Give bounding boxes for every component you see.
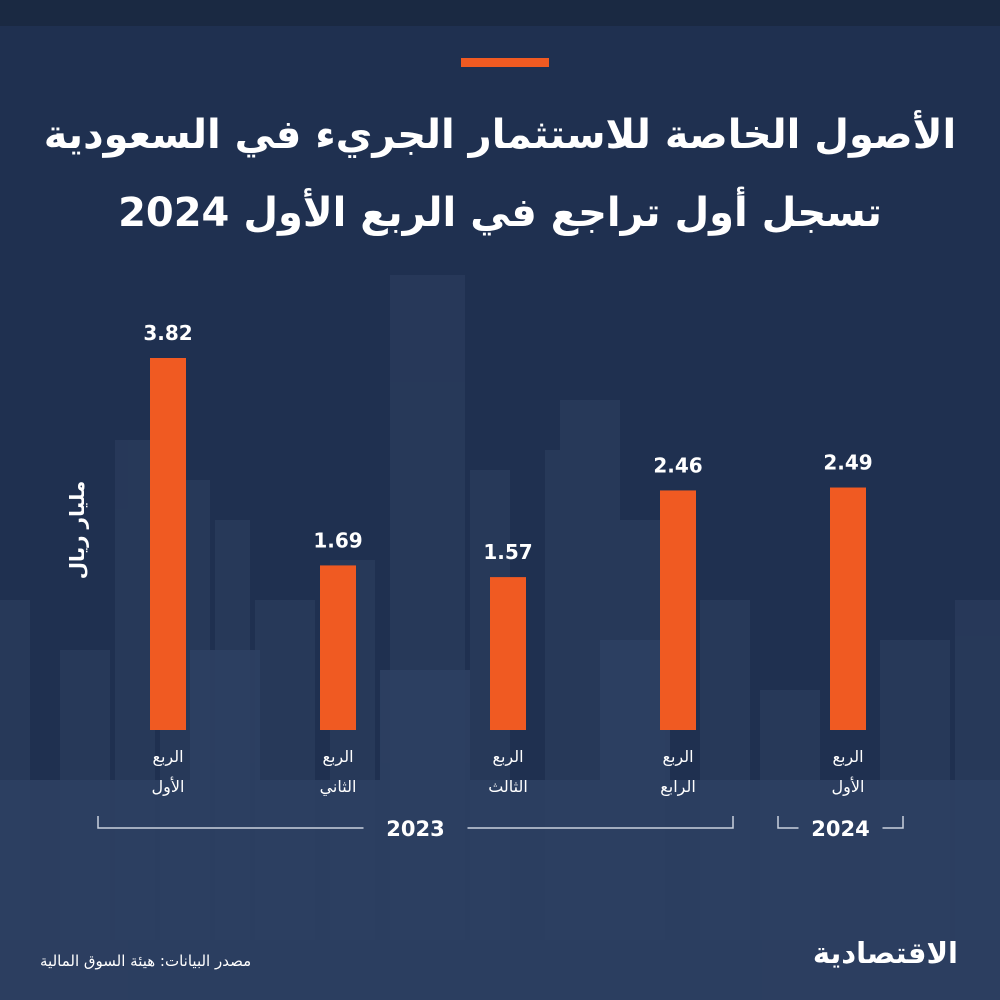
category-label-line2: الثاني <box>320 777 357 797</box>
publisher-logo: الاقتصادية <box>812 936 958 970</box>
category-label-line1: الربع <box>492 747 523 767</box>
category-label-line1: الربع <box>662 747 693 767</box>
category-label-line2: الأول <box>832 776 865 797</box>
year-group-label: 2023 <box>386 817 444 841</box>
top-strip <box>0 0 1000 26</box>
data-label: 1.69 <box>313 528 362 552</box>
bar <box>660 490 696 730</box>
year-group-label: 2024 <box>811 817 869 841</box>
bar <box>150 358 186 730</box>
bar <box>320 565 356 730</box>
data-label: 2.46 <box>653 453 702 477</box>
bar <box>490 577 526 730</box>
year-bracket-right <box>882 816 904 829</box>
category-label-line1: الربع <box>152 747 183 767</box>
year-bracket-left <box>97 816 364 829</box>
category-label-line2: الرابع <box>660 777 696 797</box>
bar <box>830 487 866 730</box>
category-label-line1: الربع <box>322 747 353 767</box>
category-label-line2: الثالث <box>488 777 528 796</box>
source-note: مصدر البيانات: هيئة السوق المالية <box>40 952 252 970</box>
category-label-line2: الأول <box>152 776 185 797</box>
y-axis-label: مليار ريال <box>65 480 89 580</box>
data-label: 1.57 <box>483 540 532 564</box>
data-label: 3.82 <box>143 321 192 345</box>
headline-line-2: تسجل أول تراجع في الربع الأول 2024 <box>118 190 882 236</box>
headline-line-1: الأصول الخاصة للاستثمار الجريء في السعود… <box>43 112 957 158</box>
accent-bar <box>461 58 549 67</box>
data-label: 2.49 <box>823 451 872 475</box>
year-bracket-right <box>467 816 734 829</box>
year-bracket-left <box>777 816 799 829</box>
category-label-line1: الربع <box>832 747 863 767</box>
